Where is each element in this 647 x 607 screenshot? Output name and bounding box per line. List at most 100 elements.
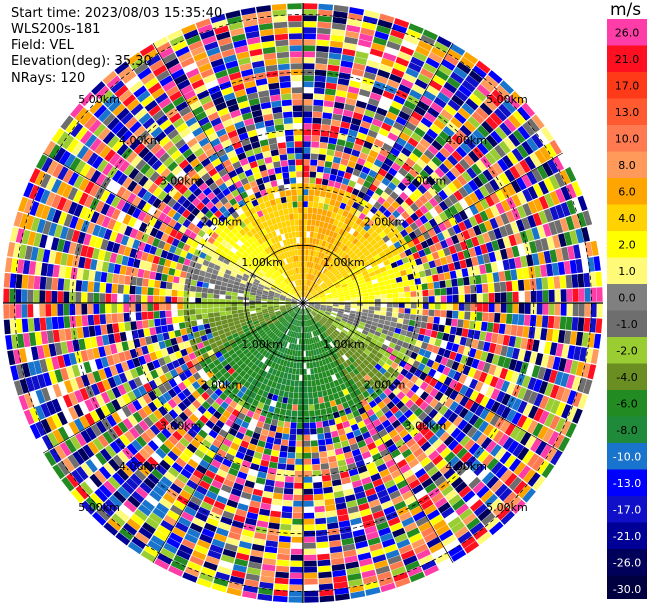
- velocity-gate: [313, 307, 320, 311]
- velocity-gate: [340, 440, 350, 448]
- velocity-gate: [577, 317, 585, 332]
- velocity-gate: [332, 297, 339, 300]
- velocity-gate: [170, 261, 178, 269]
- velocity-gate: [318, 258, 323, 265]
- velocity-gate: [395, 196, 405, 205]
- velocity-gate: [307, 207, 313, 214]
- velocity-gate: [277, 395, 283, 403]
- velocity-gate: [440, 256, 448, 266]
- velocity-gate: [237, 546, 251, 556]
- velocity-gate: [264, 546, 278, 554]
- velocity-gate: [536, 303, 543, 315]
- velocity-gate: [291, 312, 296, 317]
- velocity-gate: [346, 386, 354, 394]
- velocity-gate: [569, 230, 579, 245]
- velocity-gate: [374, 363, 382, 371]
- velocity-gate: [140, 233, 150, 243]
- velocity-gate: [311, 290, 317, 295]
- velocity-gate: [516, 191, 527, 205]
- velocity-gate: [70, 267, 78, 280]
- velocity-gate: [390, 147, 401, 157]
- velocity-gate: [561, 344, 570, 358]
- velocity-gate: [427, 282, 434, 290]
- velocity-gate: [463, 218, 473, 230]
- velocity-gate: [303, 27, 317, 34]
- velocity-gate: [172, 276, 180, 284]
- velocity-gate: [537, 251, 546, 265]
- velocity-gate: [327, 272, 333, 278]
- velocity-gate: [344, 298, 351, 301]
- velocity-gate: [293, 344, 297, 351]
- velocity-gate: [344, 309, 351, 313]
- velocity-gate: [85, 426, 97, 441]
- velocity-gate: [144, 545, 159, 558]
- velocity-gate: [514, 256, 522, 269]
- velocity-gate: [346, 332, 354, 338]
- velocity-gate: [205, 387, 214, 397]
- velocity-gate: [447, 138, 460, 150]
- velocity-gate: [141, 345, 149, 355]
- velocity-gate: [369, 183, 378, 192]
- velocity-gate: [311, 291, 317, 296]
- velocity-gate: [278, 345, 284, 353]
- velocity-gate: [112, 353, 121, 365]
- velocity-gate: [169, 228, 178, 238]
- velocity-gate: [516, 205, 527, 219]
- velocity-gate: [441, 506, 455, 519]
- velocity-gate: [76, 268, 84, 280]
- velocity-gate: [371, 250, 378, 257]
- velocity-gate: [458, 210, 469, 221]
- velocity-gate: [232, 313, 239, 318]
- velocity-gate: [41, 387, 51, 402]
- velocity-gate: [317, 313, 323, 318]
- velocity-gate: [152, 342, 161, 352]
- velocity-gate: [308, 304, 315, 307]
- velocity-gate: [87, 441, 100, 455]
- velocity-gate: [387, 205, 396, 214]
- velocity-gate: [195, 292, 202, 298]
- velocity-gate: [312, 309, 318, 314]
- velocity-gate: [294, 464, 303, 471]
- velocity-gate: [450, 71, 465, 84]
- velocity-gate: [247, 361, 254, 368]
- velocity-gate: [452, 294, 459, 303]
- velocity-gate: [261, 349, 268, 357]
- velocity-gate: [189, 474, 201, 485]
- velocity-gate: [365, 355, 373, 363]
- velocity-gate: [228, 414, 237, 423]
- velocity-gate: [355, 270, 362, 276]
- velocity-gate: [203, 277, 211, 283]
- velocity-gate: [127, 339, 135, 350]
- velocity-gate: [210, 342, 218, 350]
- velocity-gate: [352, 361, 359, 368]
- velocity-gate: [160, 168, 171, 179]
- velocity-gate: [327, 249, 333, 257]
- velocity-gate: [405, 560, 420, 572]
- velocity-gate: [386, 307, 393, 312]
- velocity-gate: [303, 368, 307, 375]
- velocity-gate: [377, 400, 386, 410]
- velocity-gate: [303, 159, 310, 166]
- velocity-gate: [422, 262, 431, 270]
- velocity-gate: [373, 355, 381, 363]
- velocity-gate: [184, 463, 196, 474]
- velocity-gate: [267, 321, 273, 326]
- velocity-gate: [317, 27, 331, 35]
- velocity-gate: [122, 176, 133, 189]
- velocity-gate: [474, 381, 484, 392]
- velocity-gate: [305, 320, 308, 327]
- velocity-gate: [459, 508, 473, 521]
- velocity-gate: [569, 259, 578, 274]
- velocity-gate: [560, 420, 572, 436]
- velocity-gate: [424, 329, 432, 337]
- velocity-gate: [412, 163, 423, 174]
- velocity-gate: [490, 261, 499, 273]
- velocity-gate: [338, 242, 345, 250]
- velocity-gate: [482, 454, 494, 467]
- velocity-gate: [325, 438, 333, 445]
- velocity-gate: [182, 189, 193, 199]
- velocity-gate: [308, 243, 313, 250]
- velocity-gate: [198, 429, 208, 439]
- velocity-gate: [372, 418, 382, 428]
- velocity-gate: [271, 419, 279, 426]
